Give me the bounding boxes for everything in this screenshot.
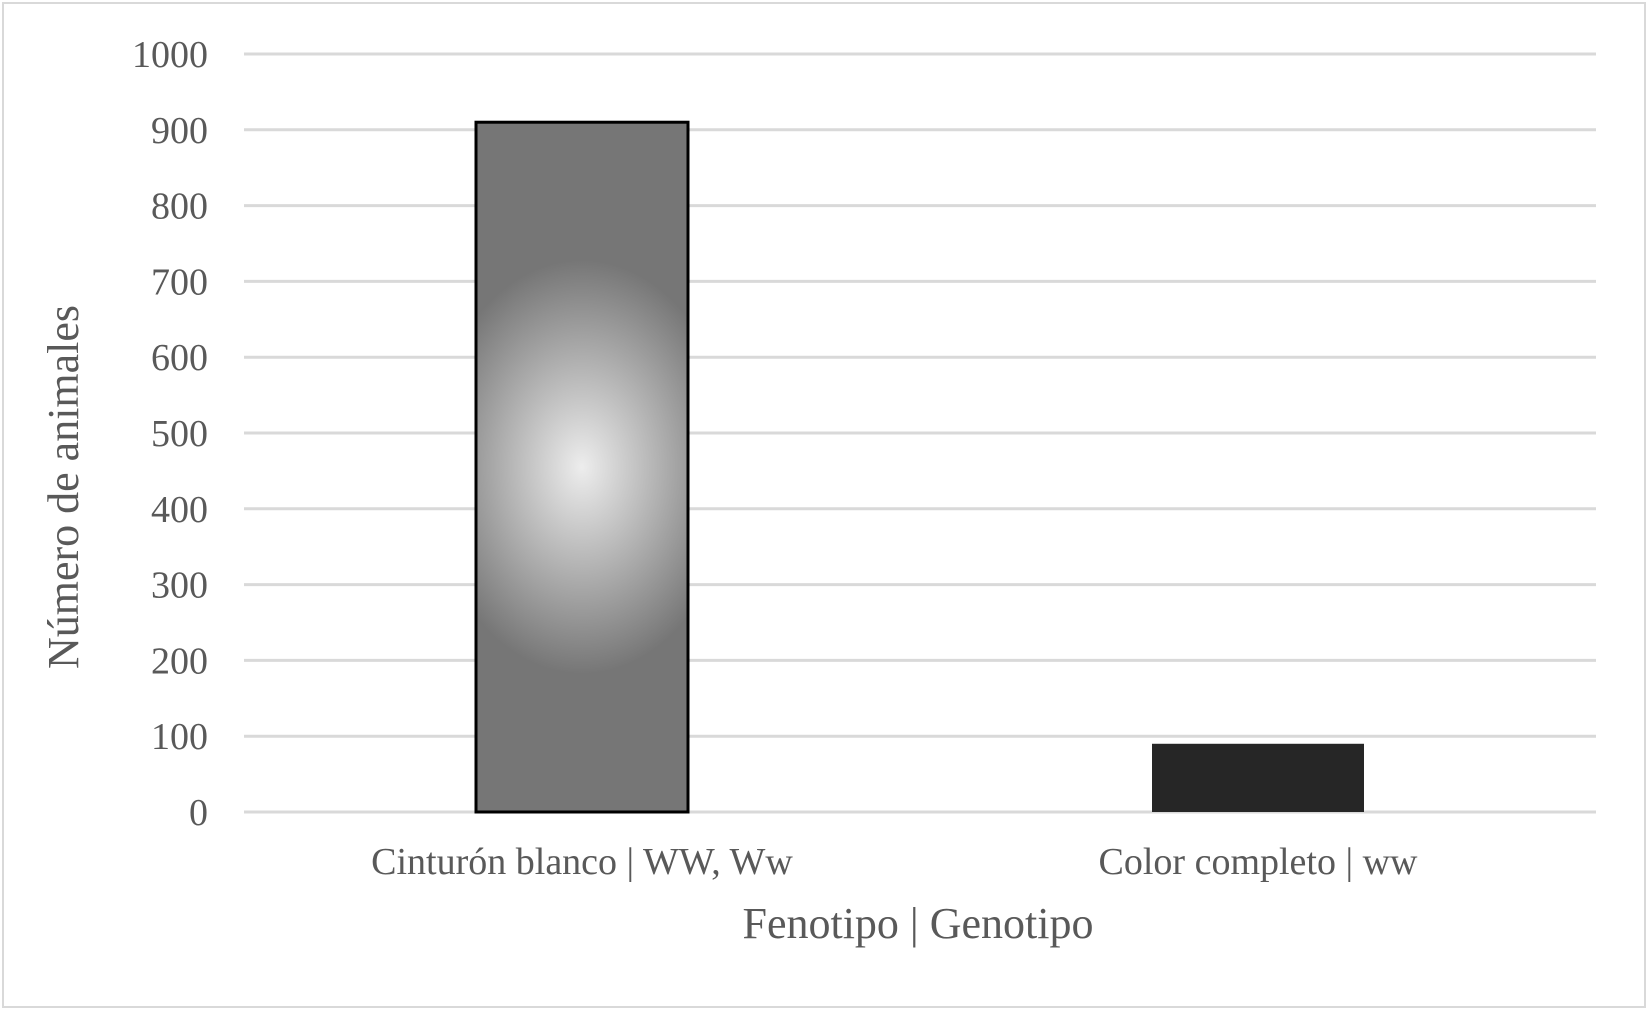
x-axis-title: Fenotipo | Genotipo	[742, 899, 1093, 948]
y-tick-label-200: 200	[151, 640, 208, 682]
bar-1	[474, 120, 690, 814]
bars	[474, 120, 1364, 814]
x-category-labels: Cinturón blanco | WW, Ww Color completo |…	[371, 841, 1418, 883]
y-axis-title: Número de animales	[39, 305, 88, 669]
y-tick-label-800: 800	[151, 186, 208, 228]
y-tick-label-0: 0	[189, 792, 208, 834]
x-category-label-1: Cinturón blanco | WW, Ww	[371, 841, 793, 883]
y-tick-label-500: 500	[151, 413, 208, 455]
y-tick-label-700: 700	[151, 261, 208, 303]
y-tick-label-300: 300	[151, 565, 208, 607]
x-category-label-2: Color completo | ww	[1099, 841, 1419, 883]
gridlines	[244, 52, 1596, 814]
y-tick-label-400: 400	[151, 489, 208, 531]
y-tick-label-100: 100	[151, 716, 208, 758]
y-tick-label-600: 600	[151, 337, 208, 379]
y-tick-label-900: 900	[151, 110, 208, 152]
y-tick-label-1000: 1000	[132, 34, 208, 76]
y-tick-labels: 0 100 200 300 400 500 600 700 800 900 1000	[132, 34, 208, 834]
bar-2	[1152, 743, 1364, 812]
